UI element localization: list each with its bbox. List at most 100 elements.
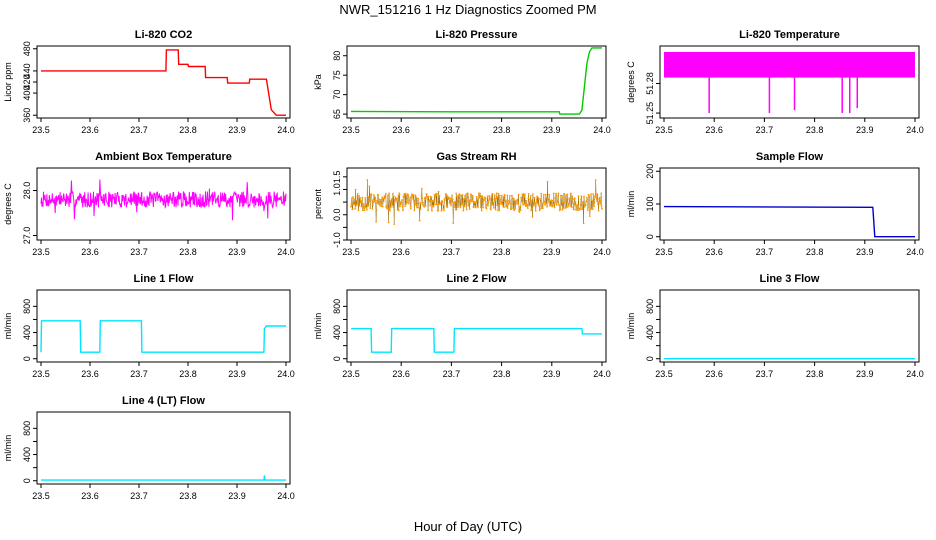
- scatter-point: [472, 206, 475, 209]
- scatter-point: [363, 209, 366, 212]
- scatter-point: [474, 206, 477, 209]
- x-tick-label: 23.7: [756, 247, 774, 257]
- scatter-point: [356, 195, 359, 198]
- scatter-point: [408, 200, 411, 203]
- x-tick-label: 23.8: [806, 369, 824, 379]
- scatter-point: [524, 205, 527, 208]
- scatter-point: [546, 205, 548, 208]
- scatter-point: [462, 209, 465, 212]
- scatter-point: [501, 194, 503, 197]
- scatter-point: [574, 203, 577, 206]
- x-tick-label: 23.7: [130, 247, 148, 257]
- scatter-point: [493, 206, 495, 209]
- chart-panel-sample_flow: Sample Flow 23.5 23.6 23.7 23.8 23.9 24.0 0 100 2…: [626, 151, 924, 257]
- scatter-point: [384, 197, 386, 200]
- scatter-point: [552, 192, 555, 195]
- scatter-point: [471, 200, 473, 203]
- scatter-point: [463, 198, 465, 200]
- scatter-point: [367, 204, 370, 207]
- scatter-point: [365, 206, 367, 209]
- plot-frame: [659, 167, 920, 241]
- y-tick-label: 1.5: [332, 171, 342, 184]
- y-tick-label: 800: [332, 299, 342, 314]
- scatter-point: [593, 201, 596, 204]
- x-tick-label: 23.9: [228, 247, 246, 257]
- x-tick-label: 23.9: [228, 125, 246, 135]
- scatter-point: [542, 207, 544, 210]
- scatter-point: [495, 195, 498, 198]
- scatter-point: [433, 203, 436, 206]
- scatter-point: [415, 203, 417, 206]
- scatter-point: [463, 205, 466, 208]
- panel-title: Sample Flow: [756, 151, 824, 163]
- scatter-point: [571, 195, 574, 198]
- scatter-point: [414, 194, 417, 197]
- y-axis-label: ml/min: [3, 313, 13, 340]
- scatter-point: [592, 198, 595, 201]
- scatter-point: [557, 195, 559, 197]
- scatter-point: [585, 200, 588, 203]
- scatter-point: [595, 194, 597, 196]
- scatter-point: [484, 197, 487, 200]
- panel-title: Line 3 Flow: [760, 273, 820, 285]
- scatter-point: [380, 201, 383, 204]
- scatter-point: [425, 196, 427, 198]
- scatter-point: [577, 195, 580, 198]
- x-tick-label: 23.8: [493, 125, 511, 135]
- x-tick-label: 24.0: [906, 125, 924, 135]
- scatter-point: [577, 204, 579, 207]
- scatter-point: [557, 192, 560, 195]
- scatter-point: [595, 197, 598, 200]
- series-line: [351, 327, 602, 353]
- scatter-point: [381, 205, 384, 208]
- scatter-point: [407, 194, 410, 197]
- scatter-point: [459, 205, 462, 207]
- scatter-point: [409, 205, 412, 208]
- y-tick-label: 420: [22, 74, 32, 89]
- y-tick-label: 28.0: [22, 182, 32, 200]
- y-tick-label: 200: [645, 164, 655, 179]
- scatter-point: [532, 205, 535, 207]
- plot-frame: [346, 45, 607, 119]
- scatter-point: [360, 205, 363, 208]
- x-tick-label: 23.7: [443, 247, 461, 257]
- scatter-point: [599, 203, 602, 205]
- scatter-point: [548, 193, 551, 196]
- scatter-point: [366, 208, 368, 211]
- y-tick-label: 0: [22, 356, 32, 361]
- scatter-point: [584, 204, 587, 207]
- scatter-point: [599, 201, 601, 204]
- scatter-point: [380, 205, 383, 208]
- scatter-point: [406, 201, 409, 204]
- scatter-point: [524, 203, 527, 206]
- scatter-point: [353, 198, 356, 201]
- y-axis-label: ml/min: [626, 313, 636, 340]
- scatter-point: [514, 208, 517, 210]
- scatter-point: [467, 192, 469, 195]
- x-tick-label: 23.5: [342, 369, 360, 379]
- scatter-point: [492, 201, 495, 204]
- scatter-point: [522, 204, 525, 206]
- x-tick-label: 23.8: [179, 125, 197, 135]
- scatter-point: [451, 194, 453, 197]
- scatter-point: [405, 203, 407, 206]
- scatter-point: [375, 209, 378, 211]
- scatter-point: [598, 196, 601, 199]
- scatter-point: [365, 203, 368, 206]
- scatter-point: [590, 193, 592, 196]
- y-tick-label: 70: [332, 90, 342, 100]
- scatter-point: [359, 197, 362, 200]
- plot-frame: [659, 45, 920, 119]
- scatter-point: [457, 206, 459, 209]
- y-tick-label: 100: [645, 196, 655, 211]
- scatter-point: [494, 199, 496, 202]
- scatter-point: [392, 206, 395, 209]
- scatter-point: [539, 201, 542, 203]
- scatter-point: [372, 201, 375, 204]
- chart-panels: Li-820 CO2 23.5 23.6 23.7 23.8 23.9 24.0 360 400…: [3, 29, 924, 501]
- scatter-point: [526, 207, 529, 210]
- y-axis-label: Licor ppm: [3, 62, 13, 102]
- y-tick-label: 800: [645, 299, 655, 314]
- scatter-point: [594, 179, 597, 182]
- scatter-point: [573, 197, 576, 200]
